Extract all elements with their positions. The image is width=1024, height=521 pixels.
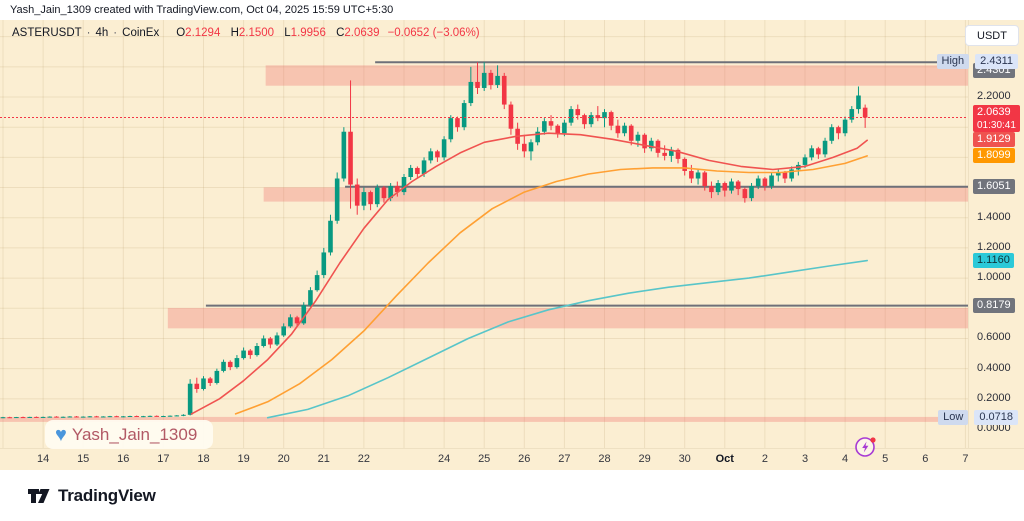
chart-legend[interactable]: ASTERUSDT · 4h · CoinEx O2.1294 H2.1500 … — [12, 27, 480, 39]
high-marker-value: 2.4311 — [975, 54, 1018, 70]
watermark: ♥ Yash_Jain_1309 — [45, 420, 214, 449]
tradingview-logo-text: TradingView — [58, 485, 156, 505]
high-marker-word: High — [936, 54, 970, 70]
time-tick-26: 26 — [518, 453, 531, 465]
low-marker-word: Low — [938, 410, 969, 426]
boost-icon[interactable] — [852, 432, 880, 460]
legend-separator: · — [86, 27, 91, 39]
low-marker: Low 0.0718 — [938, 410, 1018, 426]
legend-exchange: CoinEx — [122, 27, 160, 39]
currency-toggle-usdt[interactable]: USDT — [965, 25, 1019, 46]
footer-bar: TradingView — [0, 470, 1024, 521]
heart-icon: ♥ — [55, 423, 67, 446]
price-label-0.2000: 0.2000 — [977, 391, 1011, 404]
low-marker-value: 0.0718 — [974, 410, 1018, 426]
time-tick-29: 29 — [638, 453, 651, 465]
ma-line-mid — [234, 155, 869, 415]
time-tick-30: 30 — [678, 453, 691, 465]
legend-ohlc: O2.1294 H2.1500 L1.9956 C2.0639 — [169, 27, 379, 39]
time-tick-5: 5 — [882, 453, 889, 465]
time-tick-19: 19 — [237, 453, 250, 465]
time-axis[interactable]: 14 15 16 17 18 19 20 21 22 24 25 26 27 28 29 30 Oct 2 3 4 5 6… — [0, 448, 1024, 471]
tradingview-logo[interactable]: TradingView — [28, 486, 156, 506]
price-label-1.4000: 1.4000 — [977, 210, 1011, 223]
close-label: C — [336, 27, 345, 39]
price-label-1.2000: 1.2000 — [977, 240, 1011, 253]
time-tick-15: 15 — [77, 453, 90, 465]
supply-demand-zones — [0, 61, 968, 422]
time-tick-3: 3 — [801, 453, 809, 465]
ma-line-fast — [190, 132, 869, 415]
time-tick-4: 4 — [842, 453, 849, 465]
price-label-1.1160: 1.1160 — [973, 252, 1014, 268]
time-tick-16: 16 — [117, 453, 130, 465]
open-label: O — [176, 27, 186, 39]
price-label-0.8179: 0.8179 — [973, 297, 1015, 313]
price-label-1.9129: 1.9129 — [973, 132, 1015, 148]
high-marker: High 2.4311 — [936, 54, 1018, 70]
tradingview-logo-mark — [28, 488, 50, 503]
price-label-0.4000: 0.4000 — [977, 361, 1011, 374]
time-tick-14: 14 — [36, 453, 50, 465]
credit-bar: Yash_Jain_1309 created with TradingView.… — [0, 0, 1024, 20]
high-value: 2.1500 — [238, 27, 275, 39]
bar-countdown: 01:30:41 — [977, 119, 1016, 131]
chart-area: ASTERUSDT · 4h · CoinEx O2.1294 H2.1500 … — [0, 20, 1024, 470]
legend-symbol[interactable]: ASTERUSDT — [12, 27, 82, 39]
time-tick-Oct: Oct — [715, 453, 734, 465]
candles — [0, 62, 868, 419]
price-label-0.6000: 0.6000 — [977, 331, 1011, 344]
time-tick-25: 25 — [478, 453, 491, 465]
price-label-2.0639: 2.0639 01:30:41 — [973, 104, 1020, 132]
time-tick-6: 6 — [922, 453, 929, 465]
time-tick-27: 27 — [558, 453, 571, 465]
low-label: L — [284, 27, 291, 39]
price-chart[interactable] — [0, 20, 968, 448]
price-axis[interactable]: 2.4301 2.2000 2.0639 01:30:41 1.9129 1.8099 1.… — [968, 20, 1024, 448]
high-label: H — [230, 27, 239, 39]
moving-averages — [190, 132, 869, 419]
price-label-1.6051: 1.6051 — [973, 178, 1015, 194]
legend-change: −0.0652 (−3.06%) — [387, 27, 480, 39]
price-label-1.0000: 1.0000 — [977, 271, 1011, 284]
time-tick-24: 24 — [437, 453, 451, 465]
price-label-1.8099: 1.8099 — [973, 147, 1015, 163]
open-value: 2.1294 — [185, 27, 221, 39]
time-tick-22: 22 — [357, 453, 371, 465]
time-tick-20: 20 — [277, 453, 290, 465]
low-value: 1.9956 — [290, 27, 326, 39]
time-tick-17: 17 — [157, 453, 170, 465]
price-label-2.2000: 2.2000 — [977, 90, 1011, 103]
time-tick-21: 21 — [317, 453, 330, 465]
time-tick-2: 2 — [761, 453, 768, 465]
ma-line-slow — [266, 259, 869, 419]
close-value: 2.0639 — [344, 27, 380, 39]
credit-text: Yash_Jain_1309 created with TradingView.… — [10, 4, 394, 16]
time-tick-18: 18 — [197, 453, 210, 465]
grid — [0, 20, 968, 448]
legend-interval[interactable]: 4h — [95, 27, 109, 39]
watermark-username: Yash_Jain_1309 — [71, 424, 198, 444]
time-tick-28: 28 — [598, 453, 611, 465]
legend-separator: · — [113, 27, 118, 39]
time-tick-7: 7 — [962, 453, 969, 465]
